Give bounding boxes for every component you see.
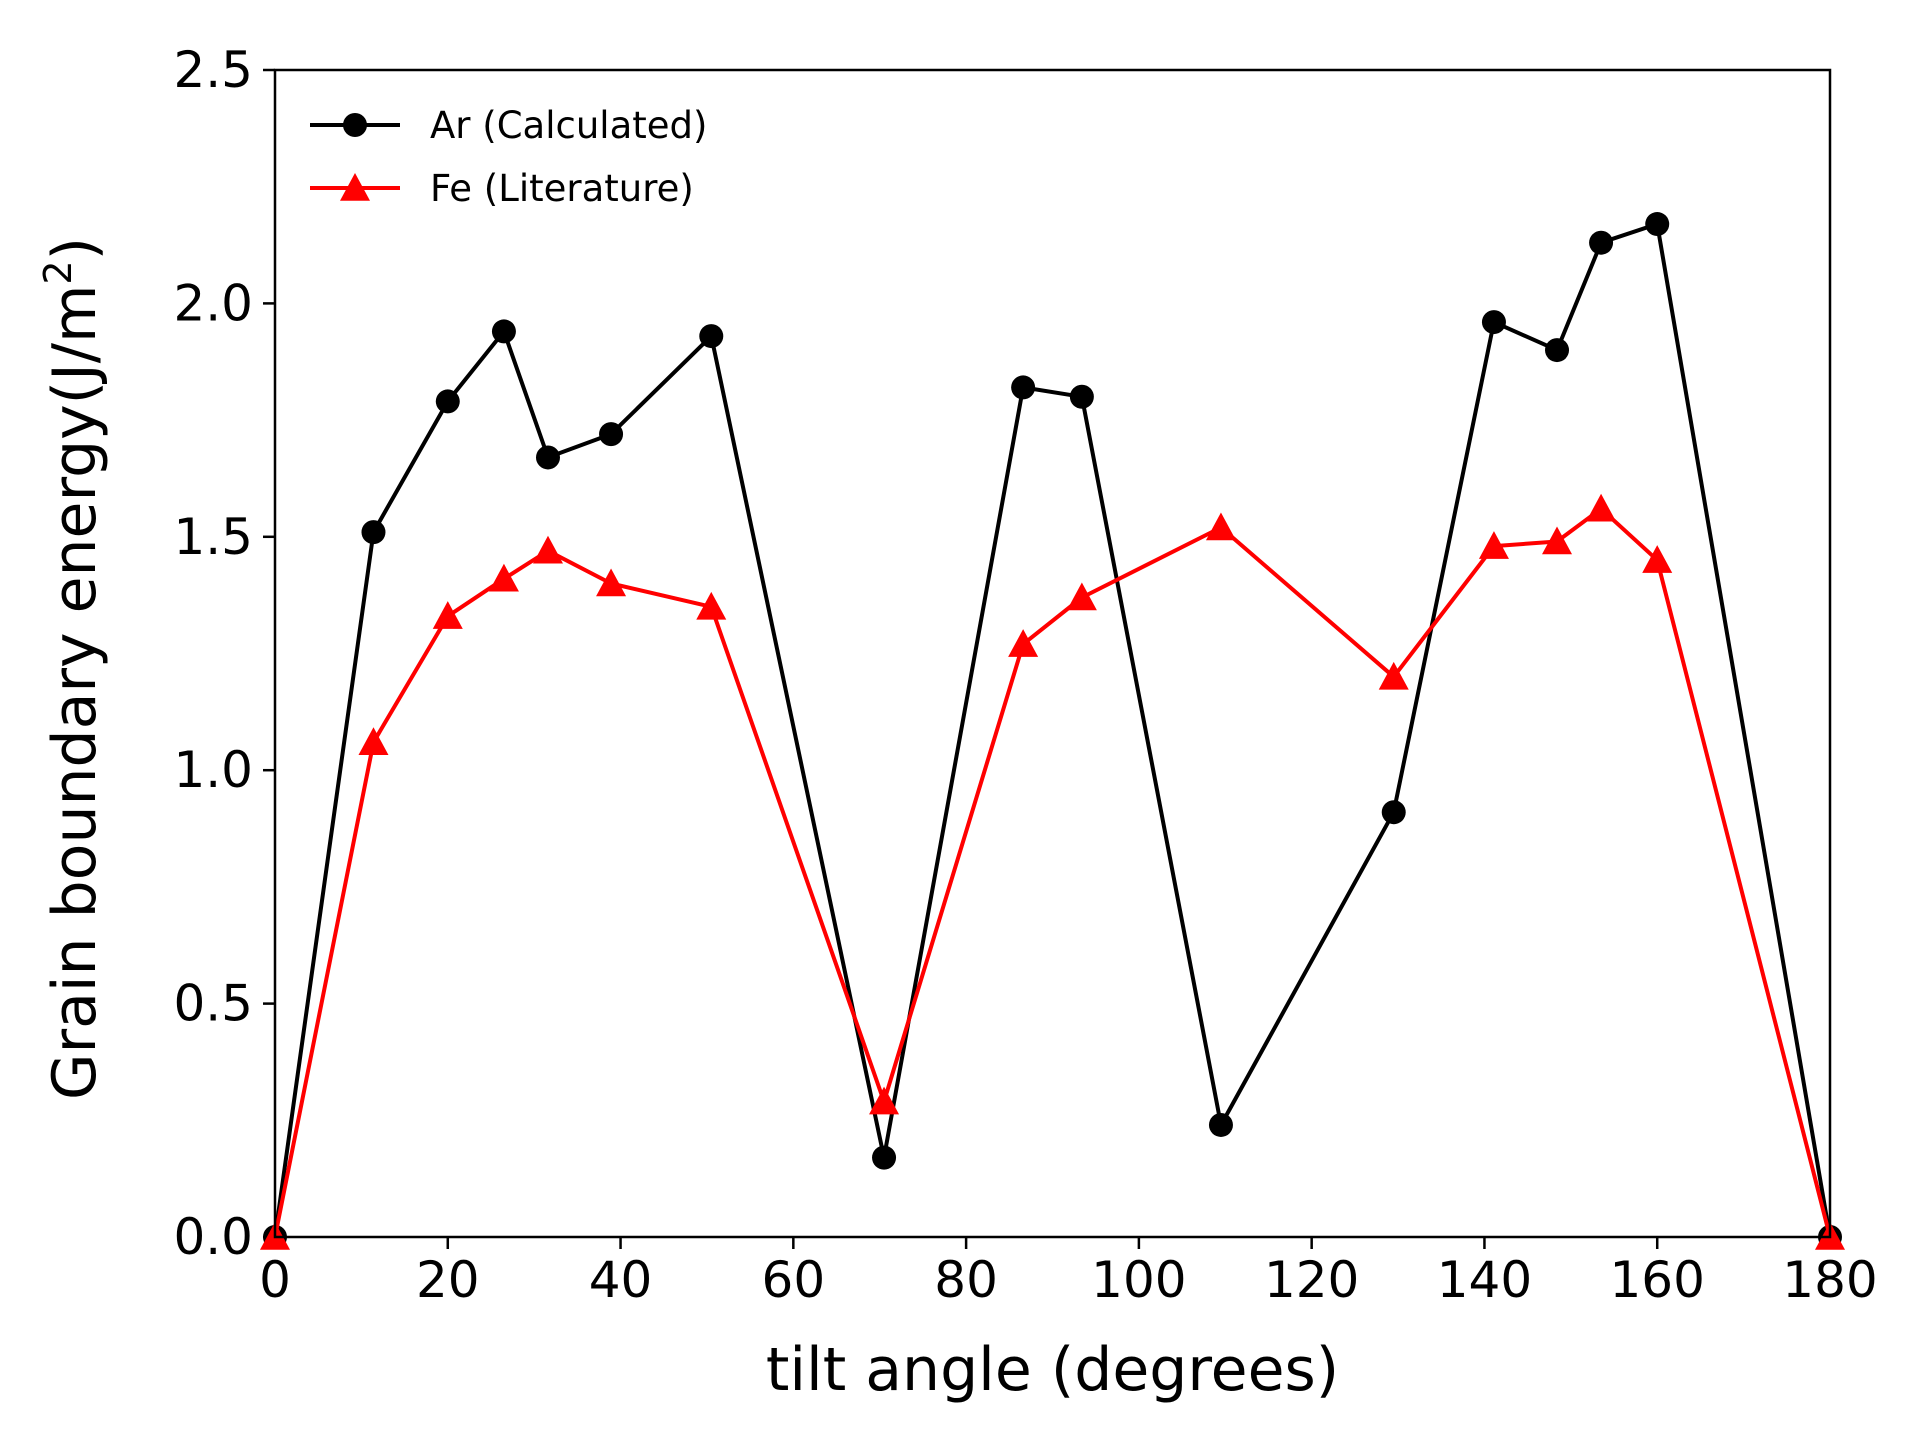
series-1-point-14 [1586,493,1617,522]
legend-label-1: Fe (Literature) [430,167,694,210]
series-1-point-5 [596,568,627,597]
legend-label-0: Ar (Calculated) [430,104,707,147]
y-axis-title-main: Grain boundary energy(J/m [40,285,110,1100]
legend-marker-1 [340,173,370,201]
series-1-point-11 [1378,661,1409,690]
series-0-point-13 [1545,338,1570,363]
y-axis-title-close: ) [40,237,110,260]
y-tick-label-5: 2.5 [173,41,253,99]
x-tick-label-1: 20 [416,1251,480,1309]
x-tick-label-2: 40 [589,1251,653,1309]
series-1-point-9 [1066,582,1097,611]
series-0-point-3 [491,319,516,344]
x-tick-label-3: 60 [762,1251,826,1309]
y-axis-title-superscript: 2 [36,260,80,284]
series-0-point-15 [1645,212,1670,237]
x-tick-label-7: 140 [1437,1251,1532,1309]
plot-area [260,212,1845,1250]
series-0-point-1 [361,520,386,545]
series-0-point-7 [872,1145,897,1170]
series-1-point-10 [1205,512,1236,541]
x-tick-label-6: 120 [1264,1251,1359,1309]
series-0-point-8 [1011,375,1036,400]
series-1-point-12 [1478,531,1509,559]
series-line-1 [273,506,1832,1238]
legend-box [295,90,765,225]
y-tick-label-2: 1.0 [173,741,253,799]
x-tick-label-4: 80 [934,1251,998,1309]
series-1-point-1 [358,727,389,755]
series-0-point-6 [699,324,724,349]
series-1-point-3 [488,563,519,592]
series-0-point-11 [1381,800,1406,825]
series-1-point-7 [869,1086,900,1115]
ticks: 0 20 40 60 80 100 120 140 160 180 0.0 0.5 1.0 1.5 2.0 2… [173,41,1877,1309]
y-tick-label-0: 0.0 [173,1208,253,1266]
y-axis-title: Grain boundary energy(J/m2) [36,237,110,1100]
series-0-point-10 [1208,1112,1233,1137]
plot-frame [273,68,1832,1239]
series-1 [260,493,1845,1250]
series-0-point-9 [1069,384,1094,409]
series-0-point-12 [1481,310,1506,335]
series-0-point-4 [535,445,560,470]
legend-marker-0 [343,113,367,137]
series-line-0 [273,222,1832,1238]
series-0-point-5 [599,422,624,447]
series-1-point-6 [696,591,727,620]
x-tick-label-8: 160 [1610,1251,1705,1309]
series-1-point-2 [432,601,463,629]
y-tick-label-3: 1.5 [173,508,253,566]
series-1-point-8 [1008,629,1039,657]
legend: Ar (Calculated) Fe (Literature) [295,90,765,225]
series-0-point-14 [1589,230,1614,255]
x-tick-label-5: 100 [1091,1251,1186,1309]
series-0-point-2 [435,389,460,414]
series-1-point-4 [532,535,563,564]
series-1-point-13 [1542,526,1573,555]
x-tick-label-9: 180 [1782,1251,1877,1309]
y-tick-label-1: 0.5 [173,975,253,1033]
x-tick-label-0: 0 [259,1251,291,1309]
series-0 [263,212,1842,1249]
series-1-point-15 [1642,545,1673,573]
y-tick-label-4: 2.0 [173,274,253,332]
x-axis-title: tilt angle (degrees) [766,1335,1339,1405]
